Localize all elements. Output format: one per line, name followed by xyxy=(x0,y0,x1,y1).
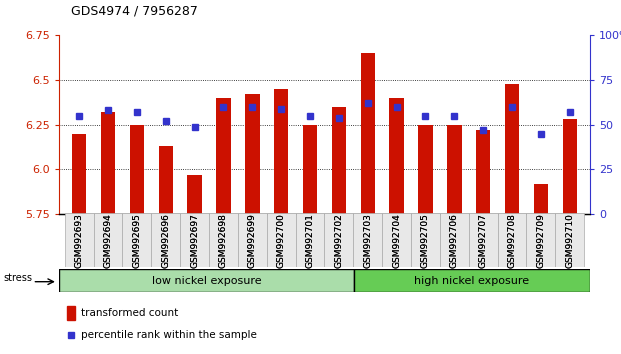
Text: GSM992698: GSM992698 xyxy=(219,213,228,268)
Bar xyxy=(158,146,173,214)
Bar xyxy=(563,119,577,214)
Bar xyxy=(419,125,433,214)
FancyBboxPatch shape xyxy=(209,213,238,267)
FancyBboxPatch shape xyxy=(152,213,180,267)
Text: GSM992699: GSM992699 xyxy=(248,213,257,268)
FancyBboxPatch shape xyxy=(296,213,324,267)
Text: GSM992695: GSM992695 xyxy=(132,213,142,268)
Bar xyxy=(101,112,116,214)
Text: GSM992706: GSM992706 xyxy=(450,213,459,268)
Bar xyxy=(130,125,144,214)
Text: GSM992694: GSM992694 xyxy=(104,213,112,268)
FancyBboxPatch shape xyxy=(324,213,353,267)
FancyBboxPatch shape xyxy=(469,213,497,267)
FancyBboxPatch shape xyxy=(122,213,152,267)
Text: GDS4974 / 7956287: GDS4974 / 7956287 xyxy=(71,5,198,18)
Text: GSM992701: GSM992701 xyxy=(306,213,315,268)
Text: GSM992704: GSM992704 xyxy=(392,213,401,268)
Bar xyxy=(505,84,519,214)
FancyBboxPatch shape xyxy=(497,213,527,267)
FancyBboxPatch shape xyxy=(353,213,382,267)
Text: GSM992697: GSM992697 xyxy=(190,213,199,268)
Text: GSM992704: GSM992704 xyxy=(392,213,401,268)
Bar xyxy=(361,53,375,214)
Bar xyxy=(59,269,354,292)
FancyBboxPatch shape xyxy=(382,213,411,267)
Text: GSM992709: GSM992709 xyxy=(537,213,545,268)
Bar xyxy=(533,184,548,214)
FancyBboxPatch shape xyxy=(440,213,469,267)
FancyBboxPatch shape xyxy=(238,213,267,267)
FancyBboxPatch shape xyxy=(65,213,94,267)
Text: GSM992701: GSM992701 xyxy=(306,213,315,268)
Text: GSM992708: GSM992708 xyxy=(507,213,517,268)
Text: GSM992693: GSM992693 xyxy=(75,213,84,268)
Text: high nickel exposure: high nickel exposure xyxy=(414,275,530,286)
FancyBboxPatch shape xyxy=(180,213,209,267)
Text: stress: stress xyxy=(3,273,32,283)
Text: GSM992710: GSM992710 xyxy=(565,213,574,268)
Text: low nickel exposure: low nickel exposure xyxy=(152,275,261,286)
FancyBboxPatch shape xyxy=(411,213,440,267)
Text: GSM992694: GSM992694 xyxy=(104,213,112,268)
Text: GSM992703: GSM992703 xyxy=(363,213,372,268)
Text: GSM992696: GSM992696 xyxy=(161,213,170,268)
Bar xyxy=(303,125,317,214)
Bar xyxy=(188,175,202,214)
FancyBboxPatch shape xyxy=(555,213,584,267)
Text: GSM992693: GSM992693 xyxy=(75,213,84,268)
Text: GSM992696: GSM992696 xyxy=(161,213,170,268)
Text: GSM992707: GSM992707 xyxy=(479,213,487,268)
Text: GSM992699: GSM992699 xyxy=(248,213,257,268)
Text: GSM992706: GSM992706 xyxy=(450,213,459,268)
FancyBboxPatch shape xyxy=(94,213,122,267)
Text: GSM992707: GSM992707 xyxy=(479,213,487,268)
Bar xyxy=(354,269,590,292)
FancyBboxPatch shape xyxy=(267,213,296,267)
Bar xyxy=(67,306,76,320)
Text: GSM992710: GSM992710 xyxy=(565,213,574,268)
Text: GSM992697: GSM992697 xyxy=(190,213,199,268)
Bar xyxy=(245,95,260,214)
Bar xyxy=(274,89,288,214)
Bar xyxy=(389,98,404,214)
Text: GSM992700: GSM992700 xyxy=(277,213,286,268)
Bar xyxy=(447,125,461,214)
Text: GSM992703: GSM992703 xyxy=(363,213,372,268)
Bar xyxy=(216,98,230,214)
Text: GSM992708: GSM992708 xyxy=(507,213,517,268)
Text: percentile rank within the sample: percentile rank within the sample xyxy=(81,330,256,341)
Bar xyxy=(476,130,491,214)
Text: GSM992702: GSM992702 xyxy=(334,213,343,268)
Text: GSM992705: GSM992705 xyxy=(421,213,430,268)
FancyBboxPatch shape xyxy=(527,213,555,267)
Text: transformed count: transformed count xyxy=(81,308,178,318)
Text: GSM992705: GSM992705 xyxy=(421,213,430,268)
Text: GSM992702: GSM992702 xyxy=(334,213,343,268)
Bar xyxy=(332,107,346,214)
Text: GSM992700: GSM992700 xyxy=(277,213,286,268)
Text: GSM992695: GSM992695 xyxy=(132,213,142,268)
Text: GSM992709: GSM992709 xyxy=(537,213,545,268)
Bar xyxy=(72,134,86,214)
Text: GSM992698: GSM992698 xyxy=(219,213,228,268)
